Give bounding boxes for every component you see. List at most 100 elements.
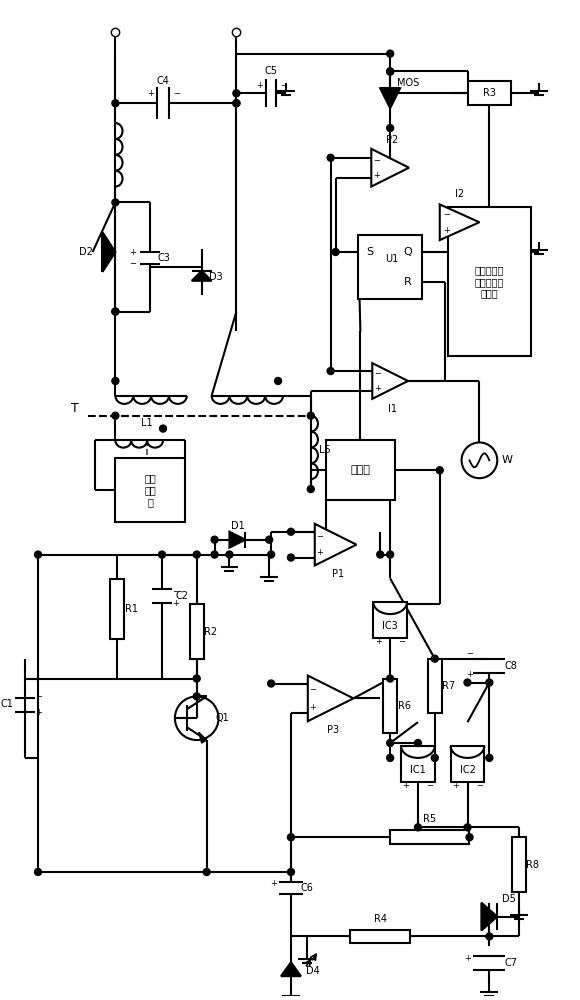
Text: R6: R6: [397, 701, 411, 711]
Text: I2: I2: [455, 189, 464, 199]
Polygon shape: [192, 271, 212, 281]
Circle shape: [203, 868, 210, 875]
Text: −: −: [476, 781, 483, 790]
Text: C7: C7: [505, 958, 518, 968]
Polygon shape: [308, 676, 353, 721]
Circle shape: [35, 551, 42, 558]
Text: +: +: [452, 781, 459, 790]
Text: −: −: [443, 210, 450, 219]
Circle shape: [387, 68, 394, 75]
Bar: [428, 659, 442, 713]
Text: C8: C8: [505, 661, 517, 671]
Circle shape: [288, 554, 295, 561]
Text: +: +: [373, 171, 380, 180]
Circle shape: [211, 536, 218, 543]
Circle shape: [267, 551, 274, 558]
Bar: [512, 837, 526, 892]
Bar: [350, 930, 410, 943]
Text: −: −: [426, 781, 433, 790]
Circle shape: [486, 754, 493, 761]
Text: C2: C2: [175, 591, 188, 601]
Circle shape: [193, 551, 200, 558]
Circle shape: [211, 551, 218, 558]
Text: Q: Q: [404, 247, 412, 257]
Circle shape: [112, 412, 119, 419]
Text: D2: D2: [79, 247, 93, 257]
Circle shape: [327, 154, 334, 161]
Circle shape: [486, 933, 493, 940]
Circle shape: [35, 868, 42, 875]
Circle shape: [266, 536, 273, 543]
Circle shape: [436, 467, 443, 474]
Circle shape: [464, 824, 471, 831]
Text: +: +: [35, 708, 42, 717]
Text: R3: R3: [483, 88, 496, 98]
Circle shape: [377, 551, 384, 558]
Circle shape: [112, 199, 119, 206]
Bar: [451, 746, 484, 782]
Circle shape: [387, 50, 394, 57]
Text: +: +: [374, 384, 380, 393]
Circle shape: [158, 551, 165, 558]
Polygon shape: [481, 903, 497, 930]
Circle shape: [193, 675, 200, 682]
Circle shape: [274, 377, 281, 384]
Text: T: T: [71, 402, 78, 415]
Circle shape: [464, 679, 471, 686]
Bar: [374, 602, 407, 638]
Circle shape: [288, 834, 295, 841]
Text: +: +: [309, 703, 316, 712]
Text: S: S: [367, 247, 374, 257]
Bar: [467, 81, 511, 105]
Circle shape: [112, 100, 119, 107]
Circle shape: [466, 834, 473, 841]
Text: R7: R7: [442, 681, 455, 691]
Text: +: +: [172, 599, 179, 608]
Circle shape: [267, 680, 274, 687]
Polygon shape: [440, 204, 480, 240]
Text: D4: D4: [306, 966, 320, 976]
Circle shape: [112, 308, 119, 315]
Text: −: −: [309, 685, 316, 694]
Bar: [358, 235, 422, 299]
Text: MOS: MOS: [397, 78, 419, 88]
Text: IC1: IC1: [410, 765, 426, 775]
Text: 振荡器: 振荡器: [350, 465, 370, 475]
Text: P3: P3: [327, 725, 339, 735]
Circle shape: [432, 754, 438, 761]
Polygon shape: [372, 363, 408, 399]
Circle shape: [387, 90, 394, 97]
Circle shape: [415, 824, 422, 831]
Text: R8: R8: [527, 860, 539, 870]
Text: +: +: [464, 954, 471, 963]
Bar: [190, 604, 204, 659]
Text: R4: R4: [374, 914, 387, 924]
Text: Q1: Q1: [216, 713, 229, 723]
Text: D5: D5: [502, 894, 516, 904]
Text: L1: L1: [142, 418, 153, 428]
Circle shape: [112, 308, 119, 315]
Text: 逻辑保护射
极耦合式放
大电路: 逻辑保护射 极耦合式放 大电路: [474, 265, 504, 298]
Text: D3: D3: [209, 272, 223, 282]
Text: −: −: [374, 369, 380, 378]
Text: P1: P1: [332, 569, 343, 579]
Text: +: +: [443, 226, 450, 235]
Text: C1: C1: [1, 699, 14, 709]
Text: D1: D1: [230, 521, 244, 531]
Circle shape: [193, 693, 200, 700]
Text: I1: I1: [387, 404, 397, 414]
Text: +: +: [147, 89, 154, 98]
Text: +: +: [256, 81, 263, 90]
Text: C5: C5: [264, 66, 278, 76]
Circle shape: [332, 249, 339, 255]
Text: +: +: [270, 879, 277, 888]
Text: +: +: [129, 248, 136, 257]
Bar: [326, 440, 395, 500]
Bar: [115, 458, 185, 522]
Bar: [390, 830, 469, 844]
Text: −: −: [373, 156, 380, 165]
Text: R5: R5: [423, 814, 436, 824]
Text: R2: R2: [204, 627, 217, 637]
Circle shape: [288, 868, 295, 875]
Circle shape: [415, 740, 422, 746]
